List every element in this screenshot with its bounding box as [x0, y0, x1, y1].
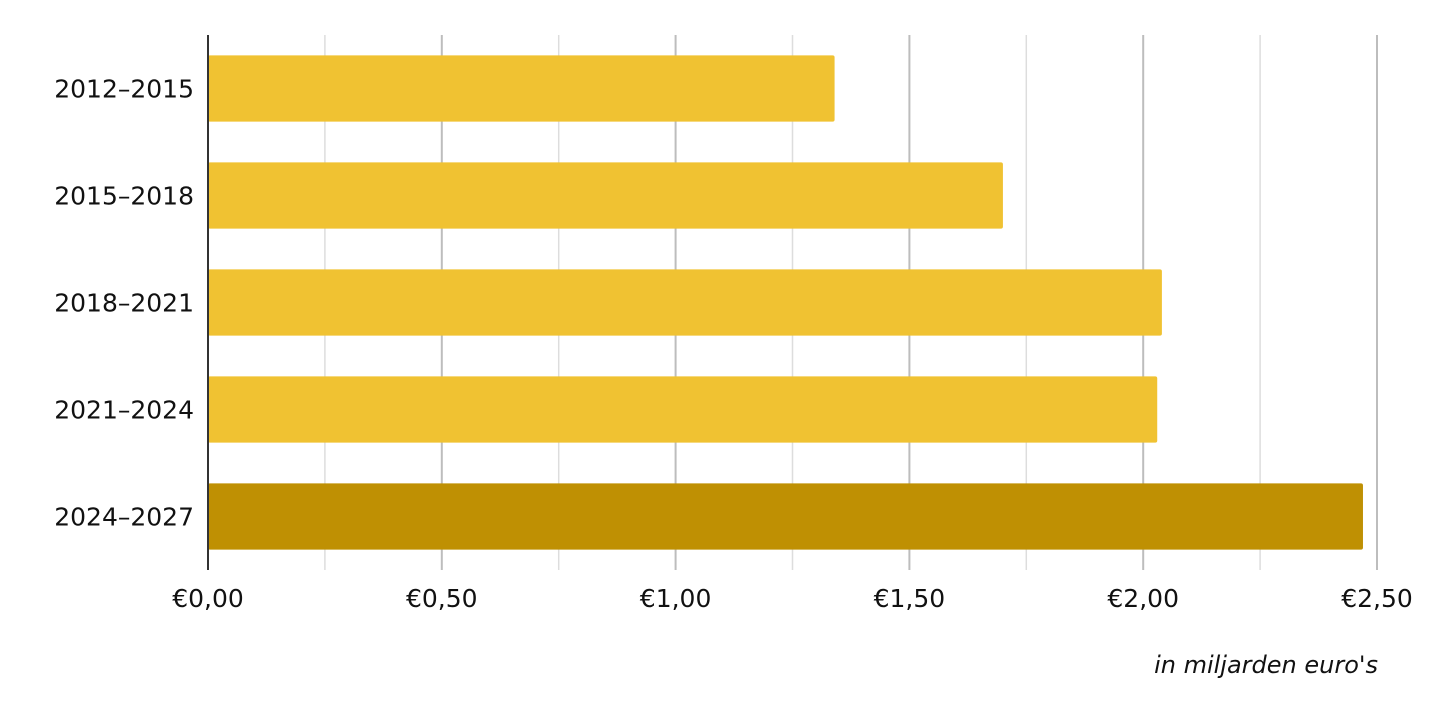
category-label: 2021–2024: [54, 396, 194, 425]
x-tick-label: €0,50: [406, 584, 478, 613]
x-axis-title: in miljarden euro's: [1154, 651, 1378, 679]
x-tick-label: €2,50: [1341, 584, 1413, 613]
x-tick-labels: €0,00 €0,50 €1,00 €1,50 €2,00 €2,50: [172, 584, 1413, 613]
bar: [208, 269, 1162, 336]
x-tick-label: €1,50: [874, 584, 946, 613]
category-label: 2024–2027: [54, 503, 194, 532]
x-tick-label: €0,00: [172, 584, 244, 613]
bar: [208, 376, 1158, 443]
bars: [208, 55, 1363, 550]
category-label: 2018–2021: [54, 289, 194, 318]
category-label: 2012–2015: [54, 75, 194, 104]
bar: [208, 55, 835, 122]
bar: [208, 162, 1003, 229]
x-tick-label: €1,00: [640, 584, 712, 613]
category-labels: 2012–2015 2015–2018 2018–2021 2021–2024 2024…: [54, 75, 194, 532]
bar: [208, 483, 1363, 550]
category-label: 2015–2018: [54, 182, 194, 211]
x-tick-label: €2,00: [1107, 584, 1179, 613]
